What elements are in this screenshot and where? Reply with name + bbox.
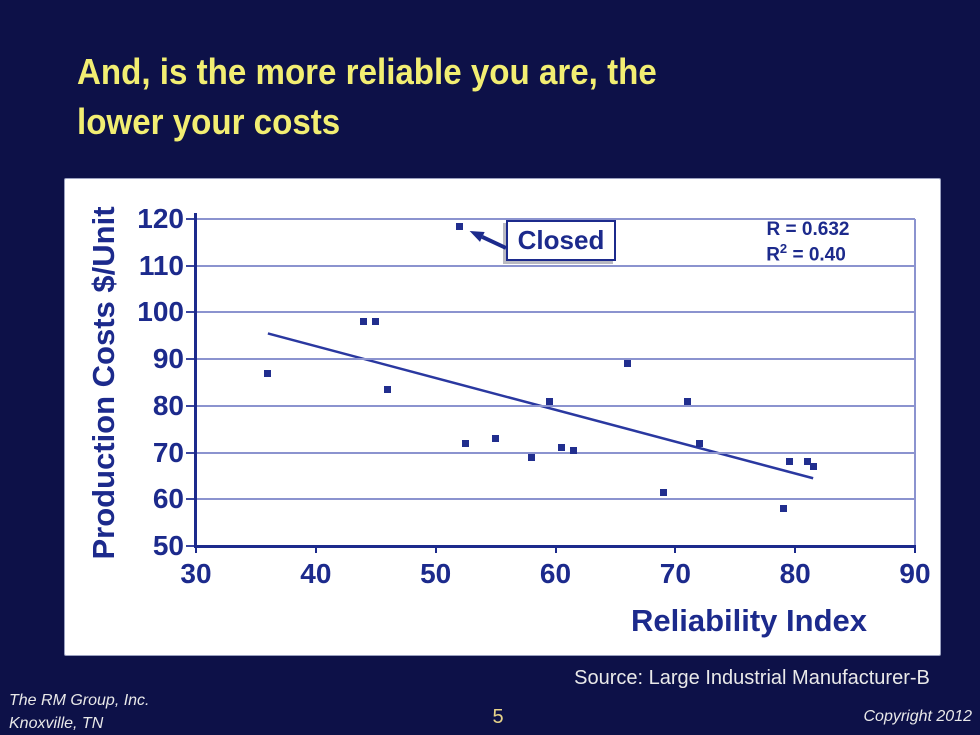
slide-title: And, is the more reliable you are, the l… [77,47,657,147]
y-tick-100 [186,311,194,314]
footer-company-name: The RM Group, Inc. [9,692,150,709]
x-tick-50 [434,546,437,553]
y-tick-70 [186,451,194,454]
x-tick-label-90: 90 [899,558,931,589]
data-point [623,360,631,368]
r-squared-label: R2 = 0.40 [766,241,846,266]
y-axis-line [194,213,197,547]
gridline-y-80 [196,404,915,407]
data-point [785,458,793,466]
y-tick-label-60: 60 [152,483,184,515]
r-squared-sup: 2 [779,241,788,256]
y-tick-110 [186,264,194,267]
data-point [569,446,577,454]
data-point [372,318,380,326]
data-point [492,435,500,443]
y-tick-50 [186,545,194,547]
closed-arrow-shaft [481,235,507,250]
y-tick-80 [186,404,194,407]
y-tick-90 [186,358,194,361]
y-tick-label-100: 100 [137,296,184,328]
x-tick-label-50: 50 [420,558,452,589]
chart-panel: Production Costs $/Unit Reliability Inde… [64,178,941,656]
source-note: Source: Large Industrial Manufacturer-B [574,667,930,689]
x-tick-70 [674,546,677,553]
closed-annotation-box: Closed [506,220,616,261]
data-point [557,444,565,452]
gridline-y-90 [196,358,915,361]
page-number: 5 [492,706,504,728]
footer-company-city: Knoxville, TN [9,715,104,732]
slide-title-line1: And, is the more reliable you are, the [77,51,657,92]
r-value-label: R = 0.632 [766,219,850,240]
data-point [683,397,691,405]
gridline-y-120 [196,218,915,220]
data-point [809,463,817,471]
y-tick-label-80: 80 [152,389,184,421]
y-tick-120 [186,218,194,220]
x-tick-30 [195,546,197,553]
y-tick-label-110: 110 [138,249,184,281]
data-point [528,453,536,461]
y-tick-60 [186,498,194,501]
y-tick-label-120: 120 [137,203,184,234]
x-tick-label-60: 60 [539,558,572,589]
footer-company: The RM Group, Inc. Knoxville, TN [9,689,150,735]
y-tick-label-70: 70 [152,436,184,468]
plot-right-border [914,219,916,546]
r-squared-base: R [766,244,780,266]
y-tick-label-90: 90 [152,343,184,375]
data-point [803,458,811,466]
data-point [695,439,703,447]
x-tick-80 [794,546,797,553]
data-point [546,397,553,405]
gridline-y-60 [196,498,915,501]
r-squared-rest: = 0.40 [787,244,846,266]
data-point [779,505,787,513]
y-tick-label-50: 50 [152,530,184,561]
x-tick-40 [314,546,317,553]
x-axis-title: Reliability Index [630,603,868,638]
data-point [659,488,667,496]
slide-title-line2: lower your costs [77,101,341,142]
gridline-y-70 [196,451,915,454]
gridline-y-110 [196,264,915,267]
data-point [264,369,272,377]
x-tick-label-30: 30 [180,558,212,589]
x-tick-90 [914,546,916,553]
gridline-y-100 [196,311,915,314]
x-tick-label-40: 40 [300,558,332,589]
data-point [384,386,392,393]
x-tick-label-80: 80 [779,558,811,589]
closed-arrow-head [469,231,485,242]
x-tick-label-70: 70 [659,558,691,589]
x-tick-60 [554,546,557,553]
copyright: Copyright 2012 [863,708,972,725]
data-point [360,318,368,326]
data-point [462,439,470,447]
data-point-closed [456,222,464,230]
